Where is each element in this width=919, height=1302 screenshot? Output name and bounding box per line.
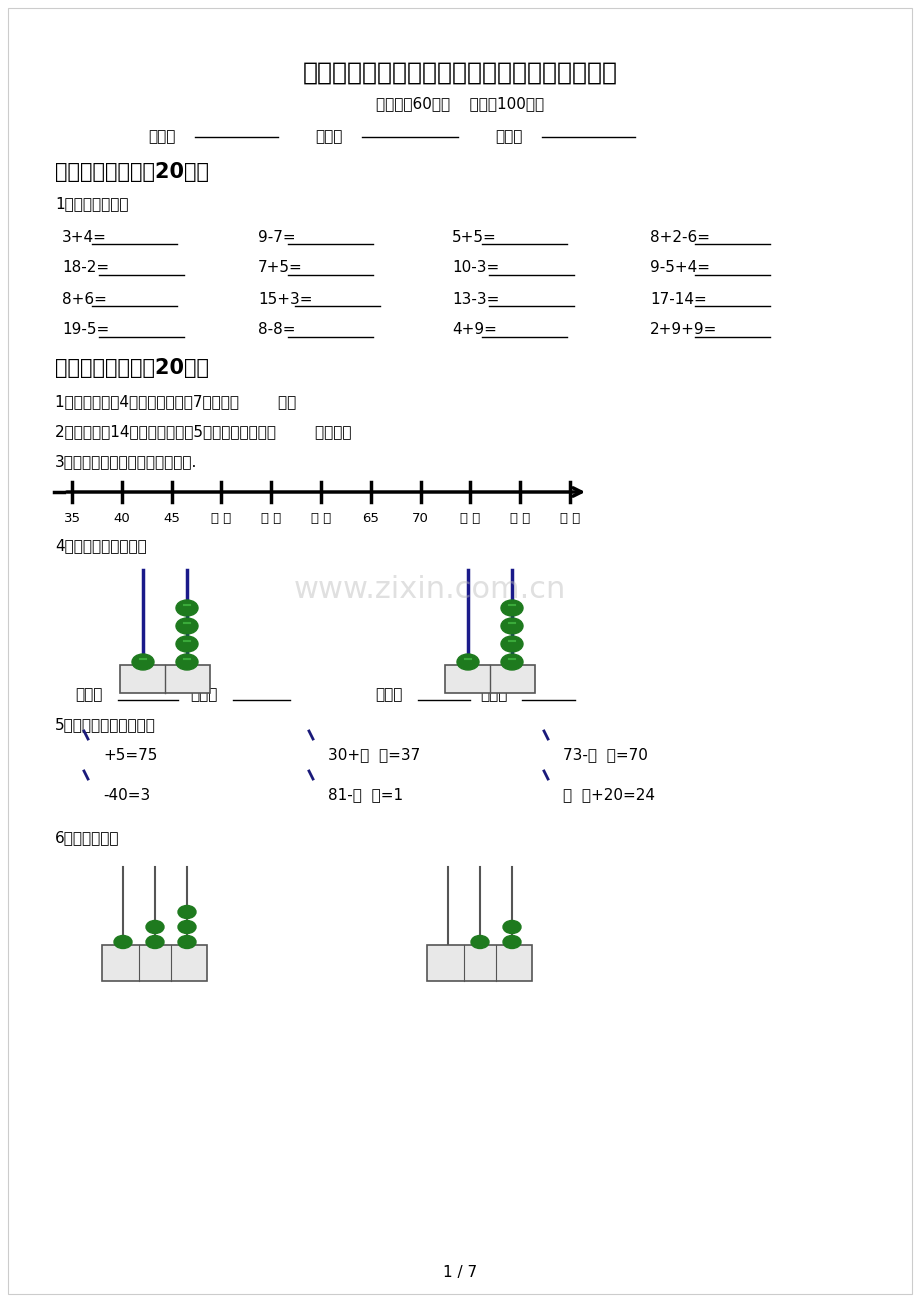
Ellipse shape [177, 905, 196, 918]
FancyBboxPatch shape [119, 665, 210, 693]
Text: 9-7=: 9-7= [257, 229, 295, 245]
Ellipse shape [503, 936, 520, 948]
Ellipse shape [501, 654, 522, 671]
Text: （  ）+20=24: （ ）+20=24 [562, 788, 654, 802]
Ellipse shape [501, 635, 522, 652]
Text: 13-3=: 13-3= [451, 292, 499, 306]
Text: 十位: 十位 [460, 673, 475, 685]
Ellipse shape [70, 738, 100, 772]
Ellipse shape [177, 936, 196, 948]
Text: 1、直接写得数。: 1、直接写得数。 [55, 197, 129, 211]
Text: 45: 45 [163, 512, 180, 525]
Ellipse shape [131, 654, 153, 671]
Text: 1 / 7: 1 / 7 [442, 1264, 477, 1280]
Text: 8+6=: 8+6= [62, 292, 107, 306]
Text: 写作：: 写作： [75, 687, 102, 703]
Text: 30+（  ）=37: 30+（ ）=37 [328, 747, 420, 763]
Text: 3+4=: 3+4= [62, 229, 107, 245]
Text: 位: 位 [152, 966, 158, 976]
Text: www.zixin.com.cn: www.zixin.com.cn [293, 575, 565, 604]
Text: 73-（  ）=70: 73-（ ）=70 [562, 747, 647, 763]
Ellipse shape [471, 936, 489, 948]
Text: 6、看图写数。: 6、看图写数。 [55, 831, 119, 845]
Text: 一、计算小能手（20分）: 一、计算小能手（20分） [55, 161, 209, 182]
Text: 位: 位 [119, 966, 126, 976]
Ellipse shape [529, 779, 560, 812]
FancyBboxPatch shape [445, 665, 535, 693]
Text: 35: 35 [63, 512, 81, 525]
Ellipse shape [176, 600, 198, 616]
Text: （时间：60分钟    分数：100分）: （时间：60分钟 分数：100分） [376, 96, 543, 112]
Text: 班级：: 班级： [148, 129, 176, 145]
Ellipse shape [529, 738, 560, 772]
Text: 8-8=: 8-8= [257, 323, 295, 337]
Text: 40: 40 [113, 512, 130, 525]
Text: 新部编版一年级数学下册期中考试卷【含答案】: 新部编版一年级数学下册期中考试卷【含答案】 [302, 61, 617, 85]
Text: 81-（  ）=1: 81-（ ）=1 [328, 788, 403, 802]
Text: 15+3=: 15+3= [257, 292, 312, 306]
Text: 位: 位 [508, 966, 515, 976]
Ellipse shape [176, 654, 198, 671]
Text: 个位: 个位 [179, 673, 194, 685]
Text: 3、按照数的顺序，在空格里填数.: 3、按照数的顺序，在空格里填数. [55, 454, 198, 470]
Text: 个位: 个位 [504, 673, 519, 685]
Text: 百: 百 [119, 953, 126, 962]
Ellipse shape [177, 921, 196, 934]
Ellipse shape [295, 738, 324, 772]
Text: -40=3: -40=3 [103, 788, 150, 802]
Text: 读作：: 读作： [190, 687, 217, 703]
Text: 位: 位 [444, 966, 451, 976]
Ellipse shape [176, 635, 198, 652]
Ellipse shape [70, 779, 100, 812]
Text: 18-2=: 18-2= [62, 260, 109, 276]
Text: （ ）: （ ） [261, 512, 281, 525]
Text: 十: 十 [152, 953, 158, 962]
Text: 19-5=: 19-5= [62, 323, 109, 337]
Text: 位: 位 [184, 966, 190, 976]
Text: 百: 百 [444, 953, 451, 962]
Ellipse shape [146, 936, 164, 948]
Text: 十位: 十位 [135, 673, 151, 685]
Ellipse shape [146, 921, 164, 934]
FancyBboxPatch shape [427, 945, 532, 980]
Text: （ ）: （ ） [460, 512, 480, 525]
Text: 65: 65 [362, 512, 379, 525]
Text: 2、小红做了14朵花，送给小明5朵，自己还剩下（        ）朵花。: 2、小红做了14朵花，送给小明5朵，自己还剩下（ ）朵花。 [55, 424, 351, 440]
Ellipse shape [501, 618, 522, 634]
Text: 读作：: 读作： [480, 687, 506, 703]
Text: 4+9=: 4+9= [451, 323, 496, 337]
Text: （ ）: （ ） [211, 512, 232, 525]
Text: 个: 个 [508, 953, 515, 962]
Text: 二、填空题。（共20分）: 二、填空题。（共20分） [55, 358, 209, 378]
Text: 姓名：: 姓名： [314, 129, 342, 145]
Text: +5=75: +5=75 [103, 747, 157, 763]
Text: 5、在里填上合适的数。: 5、在里填上合适的数。 [55, 717, 155, 733]
Ellipse shape [457, 654, 479, 671]
Text: 10-3=: 10-3= [451, 260, 499, 276]
Text: 8+2-6=: 8+2-6= [650, 229, 709, 245]
Text: 17-14=: 17-14= [650, 292, 706, 306]
Text: 70: 70 [412, 512, 428, 525]
Text: 7+5=: 7+5= [257, 260, 302, 276]
Text: （ ）: （ ） [311, 512, 331, 525]
Text: 5+5=: 5+5= [451, 229, 496, 245]
Text: （ ）: （ ） [509, 512, 529, 525]
Text: 十: 十 [476, 953, 482, 962]
Text: （ ）: （ ） [560, 512, 580, 525]
Text: 位: 位 [476, 966, 482, 976]
Ellipse shape [501, 600, 522, 616]
Text: 个: 个 [184, 953, 190, 962]
Text: 2+9+9=: 2+9+9= [650, 323, 717, 337]
Ellipse shape [114, 936, 131, 948]
Ellipse shape [176, 618, 198, 634]
Text: 4、写一写，读一读。: 4、写一写，读一读。 [55, 539, 147, 553]
Ellipse shape [295, 779, 324, 812]
Text: 写作：: 写作： [375, 687, 402, 703]
Text: 分数：: 分数： [494, 129, 522, 145]
Text: 1、一个加数是4，另一个加数是7，和是（        ）。: 1、一个加数是4，另一个加数是7，和是（ ）。 [55, 395, 296, 410]
Ellipse shape [503, 921, 520, 934]
FancyBboxPatch shape [102, 945, 208, 980]
Text: 9-5+4=: 9-5+4= [650, 260, 709, 276]
